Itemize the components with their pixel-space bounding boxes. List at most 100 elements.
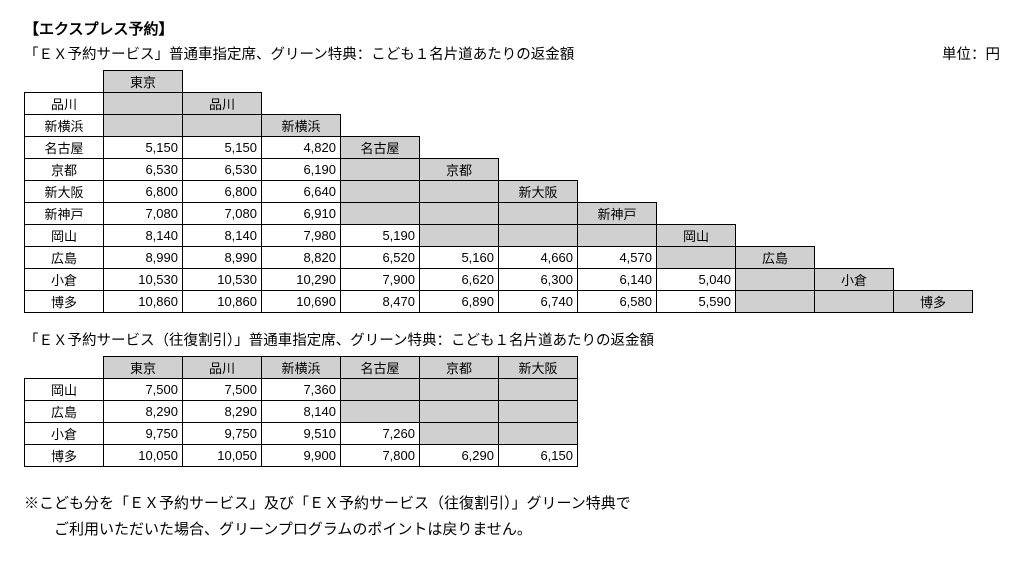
footnote: ※こども分を「ＥＸ予約サービス」及び「ＥＸ予約サービス（往復割引）」グリーン特典… bbox=[24, 491, 1000, 542]
unit-label: 単位：円 bbox=[942, 43, 1000, 64]
diag-header: 品川 bbox=[183, 93, 262, 115]
fare-cell: 7,080 bbox=[104, 203, 183, 225]
fare-cell: 6,300 bbox=[499, 269, 578, 291]
fare-cell: 8,140 bbox=[104, 225, 183, 247]
diag-header: 新大阪 bbox=[499, 181, 578, 203]
fare-cell: 7,360 bbox=[262, 379, 341, 401]
row-header: 新横浜 bbox=[25, 115, 104, 137]
fare-cell: 10,860 bbox=[183, 291, 262, 313]
fare-cell: 8,820 bbox=[262, 247, 341, 269]
fare-cell: 10,290 bbox=[262, 269, 341, 291]
row-header: 新神戸 bbox=[25, 203, 104, 225]
empty-cell bbox=[420, 423, 499, 445]
empty-cell bbox=[104, 115, 183, 137]
fare-cell: 5,160 bbox=[420, 247, 499, 269]
fare-cell: 7,500 bbox=[183, 379, 262, 401]
empty-cell bbox=[657, 247, 736, 269]
fare-cell: 8,140 bbox=[262, 401, 341, 423]
col-header: 名古屋 bbox=[341, 357, 420, 379]
fare-cell: 6,800 bbox=[183, 181, 262, 203]
fare-cell: 6,530 bbox=[104, 159, 183, 181]
fare-cell: 8,290 bbox=[183, 401, 262, 423]
row-header: 博多 bbox=[25, 445, 104, 467]
fare-cell: 9,750 bbox=[183, 423, 262, 445]
empty-cell bbox=[341, 379, 420, 401]
fare-cell: 6,580 bbox=[578, 291, 657, 313]
fare-cell: 6,150 bbox=[499, 445, 578, 467]
fare-cell: 7,080 bbox=[183, 203, 262, 225]
empty-cell bbox=[736, 269, 815, 291]
empty-cell bbox=[341, 401, 420, 423]
col-header: 品川 bbox=[183, 357, 262, 379]
fare-cell: 6,290 bbox=[420, 445, 499, 467]
diag-header: 広島 bbox=[736, 247, 815, 269]
empty-cell bbox=[104, 93, 183, 115]
fare-cell: 5,150 bbox=[104, 137, 183, 159]
fare-cell: 6,910 bbox=[262, 203, 341, 225]
empty-cell bbox=[420, 401, 499, 423]
fare-cell: 5,150 bbox=[183, 137, 262, 159]
fare-cell: 9,510 bbox=[262, 423, 341, 445]
fare-cell: 7,800 bbox=[341, 445, 420, 467]
empty-cell bbox=[341, 159, 420, 181]
fare-cell: 9,900 bbox=[262, 445, 341, 467]
footnote-line-1: ※こども分を「ＥＸ予約サービス」及び「ＥＸ予約サービス（往復割引）」グリーン特典… bbox=[24, 491, 1000, 517]
empty-cell bbox=[341, 203, 420, 225]
subtitle-2: 「ＥＸ予約サービス（往復割引）」普通車指定席、グリーン特典：こども１名片道あたり… bbox=[24, 329, 1000, 350]
empty-cell bbox=[420, 203, 499, 225]
fare-table-2: 東京品川新横浜名古屋京都新大阪岡山7,5007,5007,360広島8,2908… bbox=[24, 356, 578, 467]
row-header: 岡山 bbox=[25, 225, 104, 247]
empty-cell bbox=[499, 423, 578, 445]
subtitle-1: 「ＥＸ予約サービス」普通車指定席、グリーン特典：こども１名片道あたりの返金額 bbox=[24, 43, 574, 64]
row-header: 岡山 bbox=[25, 379, 104, 401]
fare-cell: 5,040 bbox=[657, 269, 736, 291]
empty-cell bbox=[578, 225, 657, 247]
empty-cell bbox=[341, 181, 420, 203]
fare-cell: 6,800 bbox=[104, 181, 183, 203]
col-header: 東京 bbox=[104, 357, 183, 379]
fare-cell: 6,890 bbox=[420, 291, 499, 313]
col-header: 新大阪 bbox=[499, 357, 578, 379]
diag-header: 京都 bbox=[420, 159, 499, 181]
col-header: 新横浜 bbox=[262, 357, 341, 379]
fare-cell: 6,520 bbox=[341, 247, 420, 269]
fare-cell: 4,820 bbox=[262, 137, 341, 159]
fare-cell: 8,290 bbox=[104, 401, 183, 423]
empty-cell bbox=[499, 379, 578, 401]
col-header: 京都 bbox=[420, 357, 499, 379]
fare-cell: 6,190 bbox=[262, 159, 341, 181]
fare-cell: 10,050 bbox=[183, 445, 262, 467]
empty-cell bbox=[420, 379, 499, 401]
row-header: 小倉 bbox=[25, 269, 104, 291]
diag-header: 新神戸 bbox=[578, 203, 657, 225]
fare-cell: 10,860 bbox=[104, 291, 183, 313]
empty-cell bbox=[420, 225, 499, 247]
fare-cell: 7,500 bbox=[104, 379, 183, 401]
empty-cell bbox=[499, 203, 578, 225]
page-heading: 【エクスプレス予約】 bbox=[24, 18, 1000, 39]
fare-cell: 8,990 bbox=[104, 247, 183, 269]
diag-header: 名古屋 bbox=[341, 137, 420, 159]
empty-cell bbox=[183, 115, 262, 137]
empty-cell bbox=[499, 225, 578, 247]
fare-cell: 7,900 bbox=[341, 269, 420, 291]
fare-table-1: 東京品川品川新横浜新横浜名古屋5,1505,1504,820名古屋京都6,530… bbox=[24, 70, 973, 313]
row-header: 広島 bbox=[25, 247, 104, 269]
fare-cell: 4,570 bbox=[578, 247, 657, 269]
fare-cell: 10,530 bbox=[104, 269, 183, 291]
diag-header: 博多 bbox=[894, 291, 973, 313]
row-header: 小倉 bbox=[25, 423, 104, 445]
fare-cell: 6,140 bbox=[578, 269, 657, 291]
empty-cell bbox=[499, 401, 578, 423]
fare-cell: 4,660 bbox=[499, 247, 578, 269]
row-header: 広島 bbox=[25, 401, 104, 423]
fare-cell: 6,740 bbox=[499, 291, 578, 313]
footnote-line-2: ご利用いただいた場合、グリーンプログラムのポイントは戻りません。 bbox=[24, 517, 1000, 543]
diag-header: 新横浜 bbox=[262, 115, 341, 137]
row-header: 新大阪 bbox=[25, 181, 104, 203]
row-header: 品川 bbox=[25, 93, 104, 115]
fare-cell: 10,530 bbox=[183, 269, 262, 291]
row-header: 京都 bbox=[25, 159, 104, 181]
empty-cell bbox=[815, 291, 894, 313]
empty-cell bbox=[420, 181, 499, 203]
